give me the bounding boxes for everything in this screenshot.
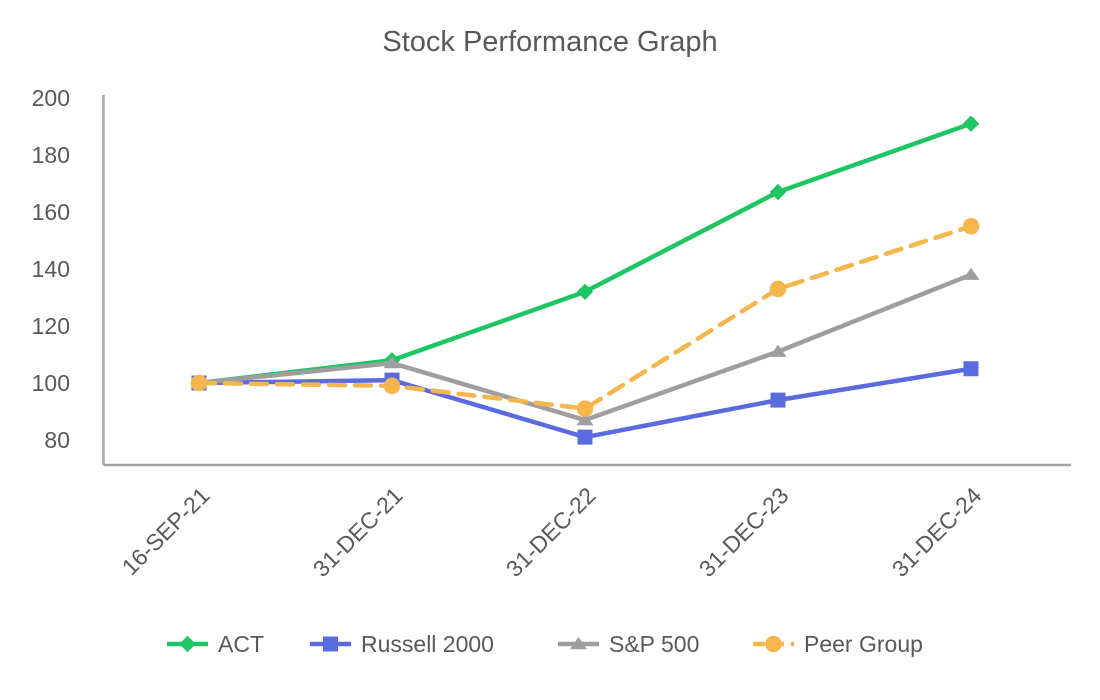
data-point-marker: [190, 374, 208, 392]
data-point-marker: [576, 400, 594, 417]
legend-item: Peer Group: [753, 631, 923, 657]
chart-title: Stock Performance Graph: [382, 26, 718, 58]
legend-label: ACT: [218, 631, 264, 657]
series-line: [196, 121, 974, 386]
data-point-marker: [383, 377, 401, 395]
legend-item: S&P 500: [558, 631, 699, 657]
data-point-marker: [962, 217, 980, 235]
data-point-marker: [769, 280, 787, 298]
data-point-marker: [576, 413, 594, 426]
legend-marker-icon: [765, 635, 782, 653]
legend-item: Russell 2000: [310, 631, 494, 657]
legend-label: Russell 2000: [361, 631, 494, 657]
x-axis-tick-label: 16-SEP-21: [117, 482, 215, 580]
y-axis-tick-label: 100: [32, 370, 70, 396]
x-axis-tick-label: 31-DEC-24: [887, 482, 987, 582]
data-point-marker: [769, 344, 787, 357]
x-axis-tick-label: 31-DEC-22: [501, 482, 601, 582]
legend-item: ACT: [167, 631, 264, 657]
data-point-marker: [383, 356, 401, 369]
legend-label: Peer Group: [804, 631, 923, 657]
y-axis-tick-label: 160: [32, 199, 70, 225]
data-point-marker: [577, 429, 593, 445]
legend-marker-icon: [323, 636, 338, 652]
y-axis-tick-label: 140: [32, 256, 70, 282]
data-point-marker: [963, 361, 979, 377]
x-axis-tick-label: 31-DEC-23: [694, 482, 794, 582]
y-axis-tick-label: 200: [32, 85, 70, 111]
data-point-marker: [769, 183, 787, 201]
x-axis-tick-label: 31-DEC-21: [308, 482, 408, 582]
series-line: [196, 224, 974, 411]
legend-marker-icon: [570, 637, 587, 650]
y-axis-tick-label: 180: [32, 142, 70, 168]
legend-label: S&P 500: [609, 631, 699, 657]
y-axis-tick-label: 80: [44, 427, 70, 453]
legend-marker-icon: [179, 635, 196, 653]
data-point-marker: [962, 267, 980, 280]
data-point-marker: [770, 392, 786, 408]
data-point-marker: [962, 115, 980, 132]
y-axis-tick-label: 120: [32, 313, 70, 339]
data-point-marker: [576, 283, 594, 300]
